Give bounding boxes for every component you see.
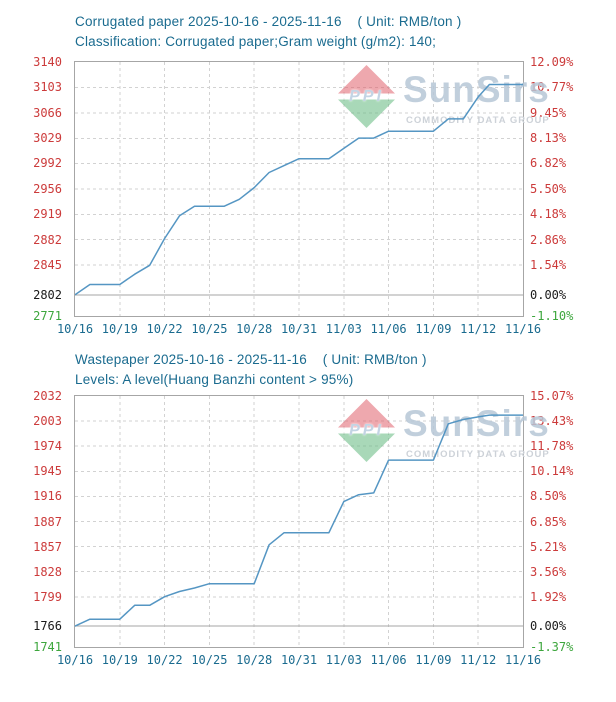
y-axis-price-label: 1741 xyxy=(33,640,62,654)
y-axis-price-label: 3029 xyxy=(33,131,62,145)
y-axis-percent-label: 3.56% xyxy=(530,565,567,579)
y-axis-percent-label: 10.77% xyxy=(530,80,574,94)
y-axis-price-label: 2032 xyxy=(33,389,62,403)
y-axis-price-label: 2956 xyxy=(33,182,62,196)
y-axis-percent-label: 12.09% xyxy=(530,55,574,69)
y-axis-percent-label: 4.18% xyxy=(530,207,567,221)
x-axis-date-label: 10/31 xyxy=(280,653,318,667)
corrugated-paper-chart-section: Corrugated paper 2025-10-16 - 2025-11-16… xyxy=(0,0,616,346)
x-axis-date-label: 11/06 xyxy=(370,322,407,336)
y-axis-price-label: 2845 xyxy=(33,258,62,272)
chart-title: Corrugated paper 2025-10-16 - 2025-11-16… xyxy=(75,14,462,29)
x-axis-date-label: 10/28 xyxy=(236,653,273,667)
x-axis-date-label: 11/03 xyxy=(325,653,362,667)
y-axis-right: 12.09% 10.77% 9.45% 8.13% 6.82% 5.50% 4.18% 2.8… xyxy=(530,0,616,346)
y-axis-percent-label: 8.13% xyxy=(530,131,567,145)
y-axis-price-label: 1974 xyxy=(33,439,62,453)
y-axis-left: 2032 2003 1974 1945 1916 1887 1857 1828 1799 1766… xyxy=(0,346,62,702)
x-axis-date-label: 11/03 xyxy=(325,322,362,336)
plot-area: PPI SunSirs COMMODITY DATA GROUP xyxy=(74,61,549,317)
y-axis-price-label: 1887 xyxy=(33,515,62,529)
x-axis-date-label: 10/31 xyxy=(280,322,318,336)
wastepaper-chart-section: Wastepaper 2025-10-16 - 2025-11-16 ( Uni… xyxy=(0,346,616,702)
x-axis-date-label: 11/16 xyxy=(504,653,542,667)
y-axis-percent-label: 15.07% xyxy=(530,389,574,403)
y-axis-right: 15.07% 13.43% 11.78% 10.14% 8.50% 6.85% 5.21% 3… xyxy=(530,346,616,702)
x-axis-date-label: 11/16 xyxy=(504,322,542,336)
price-line xyxy=(75,414,523,627)
x-axis-date-label: 10/16 xyxy=(56,322,94,336)
y-axis-price-label: 3103 xyxy=(33,80,62,94)
x-axis-date-label: 11/12 xyxy=(460,653,497,667)
y-axis-price-label: 2802 xyxy=(33,288,62,302)
x-axis-date-label: 11/09 xyxy=(415,322,452,336)
y-axis-price-label: 2919 xyxy=(33,207,62,221)
grid-layer xyxy=(75,396,523,647)
y-axis-percent-label: 0.00% xyxy=(530,288,567,302)
x-axis-date-label: 10/16 xyxy=(56,653,94,667)
y-axis-price-label: 2771 xyxy=(33,309,62,323)
y-axis-price-label: 2003 xyxy=(33,414,62,428)
price-line xyxy=(75,83,523,296)
y-axis-price-label: 2992 xyxy=(33,156,62,170)
y-axis-price-label: 1916 xyxy=(33,489,62,503)
y-axis-percent-label: 5.21% xyxy=(530,540,567,554)
y-axis-price-label: 1766 xyxy=(33,619,62,633)
x-axis: 10/16 10/19 10/22 10/25 10/28 10/31 11/03 11/06… xyxy=(57,322,541,338)
y-axis-percent-label: 1.54% xyxy=(530,258,567,272)
x-axis-date-label: 10/19 xyxy=(101,653,138,667)
y-axis-percent-label: 0.00% xyxy=(530,619,567,633)
y-axis-percent-label: -1.10% xyxy=(530,309,574,323)
price-line-layer xyxy=(75,414,523,627)
y-axis-percent-label: 11.78% xyxy=(530,439,574,453)
y-axis-price-label: 3140 xyxy=(33,55,62,69)
y-axis-percent-label: 13.43% xyxy=(530,414,574,428)
y-axis-percent-label: 10.14% xyxy=(530,464,574,478)
y-axis-percent-label: -1.37% xyxy=(530,640,574,654)
x-axis-date-label: 11/09 xyxy=(415,653,452,667)
y-axis-price-label: 1799 xyxy=(33,590,62,604)
price-line-layer xyxy=(75,83,523,296)
y-axis-left: 3140 3103 3066 3029 2992 2956 2919 2882 2845 2802… xyxy=(0,0,62,346)
x-axis-date-label: 10/25 xyxy=(191,322,228,336)
y-axis-percent-label: 8.50% xyxy=(530,489,567,503)
x-axis-date-label: 10/28 xyxy=(236,322,273,336)
y-axis-price-label: 2882 xyxy=(33,233,62,247)
y-axis-percent-label: 6.82% xyxy=(530,156,567,170)
plot-area: PPI SunSirs COMMODITY DATA GROUP xyxy=(74,395,549,648)
chart-subtitle: Classification: Corrugated paper;Gram we… xyxy=(75,34,437,49)
y-axis-percent-label: 2.86% xyxy=(530,233,567,247)
y-axis-percent-label: 1.92% xyxy=(530,590,567,604)
x-axis: 10/16 10/19 10/22 10/25 10/28 10/31 11/03 11/06… xyxy=(57,653,541,669)
chart-subtitle: Levels: A level(Huang Banzhi content > 9… xyxy=(75,372,354,387)
y-axis-price-label: 1945 xyxy=(33,464,62,478)
x-axis-date-label: 10/22 xyxy=(146,322,183,336)
x-axis-date-label: 10/25 xyxy=(191,653,228,667)
chart-title: Wastepaper 2025-10-16 - 2025-11-16 ( Uni… xyxy=(75,352,427,367)
x-axis-date-label: 10/22 xyxy=(146,653,183,667)
y-axis-price-label: 1828 xyxy=(33,565,62,579)
y-axis-percent-label: 9.45% xyxy=(530,106,567,120)
y-axis-price-label: 3066 xyxy=(33,106,62,120)
x-axis-date-label: 11/12 xyxy=(460,322,497,336)
y-axis-percent-label: 5.50% xyxy=(530,182,567,196)
y-axis-price-label: 1857 xyxy=(33,540,62,554)
y-axis-percent-label: 6.85% xyxy=(530,515,567,529)
x-axis-date-label: 10/19 xyxy=(101,322,138,336)
x-axis-date-label: 11/06 xyxy=(370,653,407,667)
